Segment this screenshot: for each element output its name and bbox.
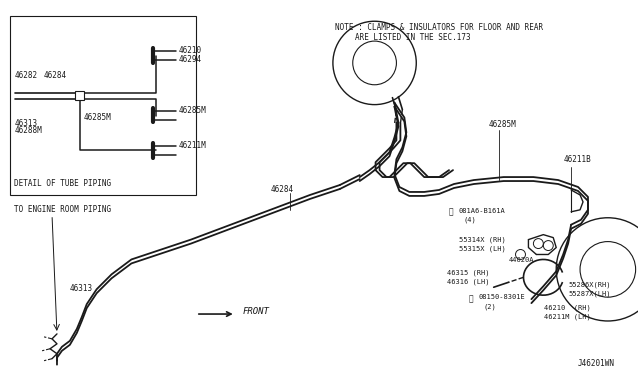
Text: 46284: 46284 [44,71,67,80]
Text: 08150-8301E: 08150-8301E [479,294,525,300]
Text: 44020A: 44020A [509,257,534,263]
Text: 081A6-B161A: 081A6-B161A [459,208,506,214]
Text: 46285M: 46285M [489,121,516,129]
Text: ARE LISTED IN THE SEC.173: ARE LISTED IN THE SEC.173 [355,33,470,42]
Text: 46315 (RH): 46315 (RH) [447,269,490,276]
Text: 46288M: 46288M [14,126,42,135]
Text: (2): (2) [484,303,497,310]
Text: Ⓑ: Ⓑ [449,208,454,217]
Text: 55287X(LH): 55287X(LH) [568,290,611,297]
Text: Ⓑ: Ⓑ [469,294,474,303]
Text: 46284: 46284 [270,185,294,194]
Text: 55315X (LH): 55315X (LH) [459,246,506,252]
Text: DETAIL OF TUBE PIPING: DETAIL OF TUBE PIPING [14,179,111,188]
Text: 46211M (LH): 46211M (LH) [544,313,591,320]
Text: 46294: 46294 [179,55,202,64]
Bar [10,16,196,195]
Text: 46313: 46313 [14,119,37,128]
Text: 46285M: 46285M [84,113,111,122]
Text: 46285M: 46285M [179,106,207,115]
Text: FRONT: FRONT [243,307,269,316]
Text: NOTE : CLAMPS & INSULATORS FOR FLOOR AND REAR: NOTE : CLAMPS & INSULATORS FOR FLOOR AND… [335,23,543,32]
Text: 46282: 46282 [14,71,37,80]
Text: 46210  (RH): 46210 (RH) [544,304,591,311]
Text: 55286X(RH): 55286X(RH) [568,281,611,288]
Text: (4): (4) [464,217,477,223]
Text: TO ENGINE ROOM PIPING: TO ENGINE ROOM PIPING [14,205,111,214]
Text: 46211M: 46211M [179,141,207,150]
Text: 46313: 46313 [70,284,93,293]
Text: J46201WN: J46201WN [578,359,615,368]
Bar [76,91,84,100]
Text: 46210: 46210 [179,46,202,55]
Text: 55314X (RH): 55314X (RH) [459,237,506,243]
Text: 46211B: 46211B [563,155,591,164]
Text: 46316 (LH): 46316 (LH) [447,278,490,285]
